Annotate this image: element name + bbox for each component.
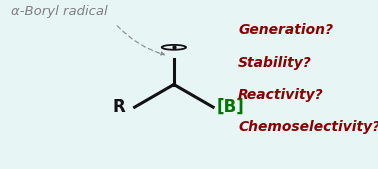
Text: Reactivity?: Reactivity? [238,88,324,102]
Text: Stability?: Stability? [238,56,312,69]
Text: Chemoselectivity?: Chemoselectivity? [238,120,378,134]
Text: R: R [112,98,125,116]
Text: α-Boryl radical: α-Boryl radical [11,5,108,18]
Text: [B]: [B] [217,98,245,116]
Text: Generation?: Generation? [238,23,333,37]
